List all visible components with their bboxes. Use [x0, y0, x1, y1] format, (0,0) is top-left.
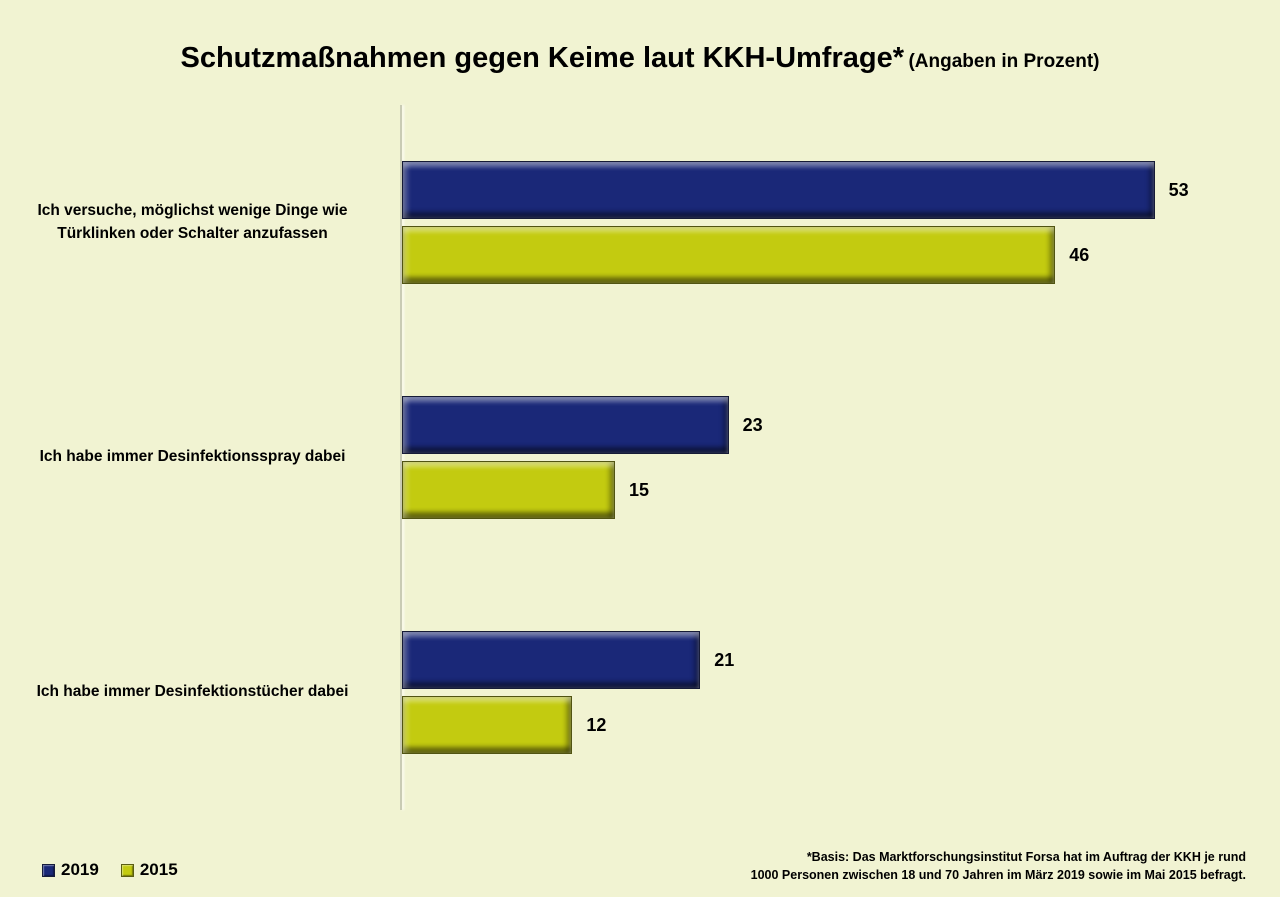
bar-row: 21: [402, 631, 1280, 689]
footnote-line-1: *Basis: Das Marktforschungsinstitut Fors…: [806, 849, 1246, 864]
bar-2019: [402, 631, 701, 689]
bar-row: 15: [402, 461, 1280, 519]
legend: 2019 2015: [42, 860, 178, 880]
value-label: 23: [742, 414, 763, 435]
legend-label: 2019: [61, 860, 99, 879]
bar-2015: [402, 226, 1056, 284]
bar-group: Ich habe immer Desinfektionsspray dabei 2…: [0, 340, 1280, 575]
bar-row: 46: [402, 226, 1280, 284]
footnote-line-2: 1000 Personen zwischen 18 und 70 Jahren …: [750, 867, 1246, 882]
legend-swatch-icon: [120, 863, 134, 877]
bar-2019: [402, 396, 729, 454]
bar-pair: 21 12: [401, 631, 1280, 754]
bar-pair: 23 15: [401, 396, 1280, 519]
bar-groups: Ich versuche, möglichst wenige Dinge wie…: [0, 105, 1280, 810]
bar-group: Ich versuche, möglichst wenige Dinge wie…: [0, 105, 1280, 340]
category-label: Ich versuche, möglichst wenige Dinge wie…: [37, 202, 348, 242]
category-label: Ich habe immer Desinfektionstücher dabei: [36, 683, 349, 701]
footnote: *Basis: Das Marktforschungsinstitut Fors…: [751, 848, 1246, 884]
chart-title-suffix: (Angaben in Prozent): [908, 51, 1100, 72]
bar-row: 23: [402, 396, 1280, 454]
legend-swatch-icon: [42, 863, 55, 877]
bar-row: 12: [402, 696, 1280, 754]
chart-title: Schutzmaßnahmen gegen Keime laut KKH-Umf…: [0, 42, 1280, 75]
legend-label: 2015: [139, 860, 178, 879]
bar-2015: [402, 696, 573, 754]
value-label: 12: [586, 714, 607, 735]
value-label: 53: [1168, 179, 1189, 200]
bar-group: Ich habe immer Desinfektionstücher dabei…: [0, 575, 1280, 810]
value-label: 46: [1069, 244, 1090, 265]
legend-entry: 2019: [42, 860, 99, 880]
value-label: 21: [714, 649, 735, 670]
bar-row: 53: [402, 161, 1280, 219]
legend-entry: 2015: [120, 860, 178, 880]
bar-2019: [402, 161, 1155, 219]
plot-area: Ich versuche, möglichst wenige Dinge wie…: [0, 105, 1280, 810]
y-axis-line: [400, 105, 402, 810]
bar-2015: [402, 461, 615, 519]
category-label: Ich habe immer Desinfektionsspray dabei: [39, 448, 346, 466]
value-label: 15: [629, 479, 650, 500]
chart-title-main: Schutzmaßnahmen gegen Keime laut KKH-Umf…: [180, 42, 904, 74]
bar-pair: 53 46: [401, 161, 1280, 284]
